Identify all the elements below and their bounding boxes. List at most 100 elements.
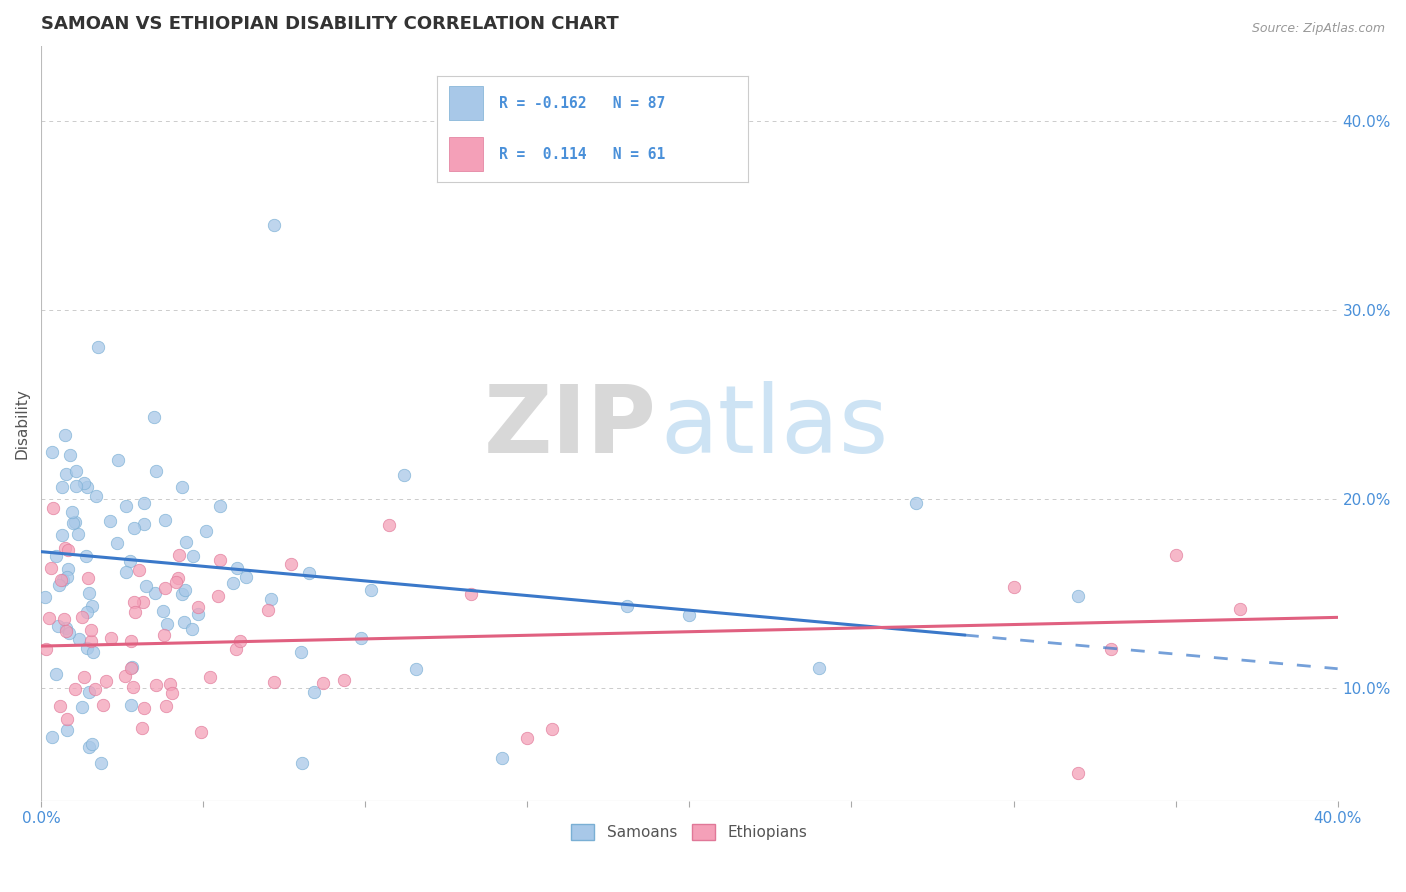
Point [195, 524, 218, 539]
Point [145, 586, 167, 600]
Point [77, 739, 100, 754]
Point [187, 600, 209, 615]
Point [132, 701, 155, 715]
Point [52, 573, 75, 587]
Point [159, 676, 181, 690]
Point [905, 496, 928, 510]
Point [114, 566, 136, 580]
Point [263, 218, 285, 232]
Point [53, 541, 76, 555]
Point [143, 409, 166, 424]
Point [134, 496, 156, 510]
Point [378, 517, 401, 532]
Point [181, 549, 204, 563]
Point [34, 590, 56, 604]
Point [280, 557, 302, 571]
Point [41, 444, 63, 458]
Point [48, 578, 70, 592]
Point [678, 607, 700, 622]
Point [90, 756, 112, 771]
Point [132, 516, 155, 531]
Point [65, 464, 87, 478]
Point [80, 624, 103, 638]
Point [53, 428, 76, 442]
Point [76, 480, 98, 494]
Point [114, 669, 136, 683]
Point [1067, 589, 1090, 603]
Point [73, 475, 96, 490]
Point [70, 609, 93, 624]
Point [491, 751, 513, 765]
Point [55, 620, 77, 634]
Point [121, 660, 143, 674]
Point [105, 535, 128, 549]
Point [120, 554, 142, 568]
Point [49, 573, 72, 587]
Point [122, 521, 145, 535]
Point [77, 572, 100, 586]
Point [200, 670, 222, 684]
Point [79, 634, 101, 648]
Point [128, 563, 150, 577]
Point [115, 500, 138, 514]
Point [120, 698, 142, 712]
Point [173, 615, 195, 630]
Point [263, 675, 285, 690]
Point [225, 561, 247, 575]
Point [41, 501, 63, 516]
Y-axis label: Disability: Disability [15, 388, 30, 458]
Point [87, 341, 110, 355]
Point [86, 489, 108, 503]
Point [160, 685, 183, 699]
Point [56, 712, 79, 726]
Point [53, 612, 76, 626]
Point [167, 548, 190, 562]
Point [174, 535, 197, 549]
Point [616, 599, 638, 614]
Point [51, 480, 73, 494]
Point [91, 698, 114, 712]
Point [207, 589, 229, 603]
Point [229, 633, 252, 648]
Point [256, 603, 278, 617]
Point [56, 542, 79, 557]
Point [67, 632, 90, 646]
Point [1164, 549, 1187, 563]
Point [56, 570, 79, 584]
Point [135, 579, 157, 593]
Point [122, 595, 145, 609]
Point [55, 624, 77, 639]
Point [302, 684, 325, 698]
Point [170, 480, 193, 494]
Point [153, 581, 176, 595]
Point [298, 566, 321, 580]
Text: atlas: atlas [661, 381, 889, 473]
Point [808, 661, 831, 675]
Legend: Samoans, Ethiopians: Samoans, Ethiopians [565, 818, 814, 847]
Point [291, 756, 314, 770]
Point [209, 553, 232, 567]
Point [79, 586, 101, 600]
Point [58, 448, 80, 462]
Point [145, 464, 167, 478]
Point [100, 631, 122, 645]
Point [55, 467, 77, 481]
Point [49, 699, 72, 714]
Point [83, 682, 105, 697]
Point [187, 607, 209, 621]
Point [76, 640, 98, 655]
Point [155, 698, 177, 713]
Point [311, 676, 333, 690]
Point [174, 583, 197, 598]
Point [165, 574, 187, 589]
Point [75, 549, 97, 563]
Point [156, 616, 179, 631]
Point [45, 549, 67, 563]
Point [60, 505, 83, 519]
Point [82, 737, 104, 751]
Point [190, 725, 212, 739]
Point [153, 628, 176, 642]
Point [392, 468, 415, 483]
Point [34, 641, 56, 656]
Point [51, 528, 73, 542]
